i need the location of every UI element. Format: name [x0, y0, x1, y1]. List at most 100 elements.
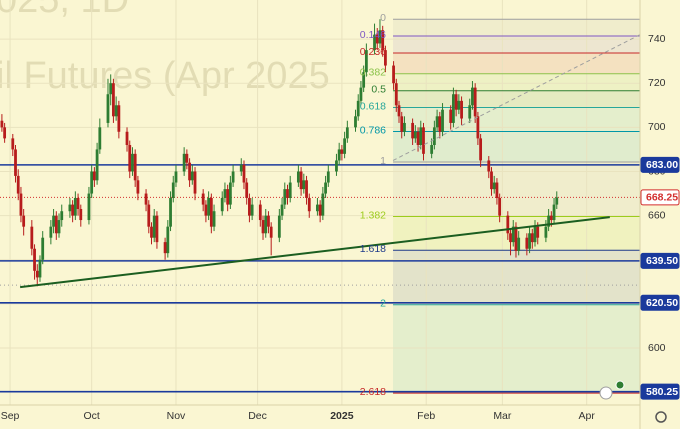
candle-body [163, 242, 167, 254]
level-price-label: 620.50 [646, 297, 678, 309]
candle-body [30, 226, 34, 249]
candle-body [430, 145, 434, 154]
level-price-label-box [640, 156, 680, 173]
candle-body [76, 197, 80, 210]
candle-body [79, 209, 83, 221]
candle-body [359, 87, 363, 101]
candle-body [471, 87, 474, 106]
level-price-label: 683.00 [646, 159, 678, 171]
candle-body [109, 83, 113, 95]
x-tick-label: Mar [493, 410, 512, 422]
candle-body [239, 164, 243, 172]
alert-icon [599, 386, 613, 400]
candle-body [52, 215, 55, 227]
candle-body [95, 149, 99, 181]
candle-body [14, 149, 17, 176]
x-tick-label: 2025 [330, 410, 354, 422]
candle-body [212, 211, 216, 227]
candle-body [364, 50, 368, 73]
candle-body [228, 182, 232, 205]
candle-body [378, 30, 382, 44]
candle-body [190, 171, 194, 181]
settings-icon[interactable] [655, 411, 667, 423]
candle-body [288, 182, 292, 198]
candle-body [242, 164, 246, 183]
fib-label: 0.786 [360, 124, 386, 136]
candle-body [354, 116, 357, 128]
fib-band [393, 73, 640, 91]
x-tick-label: Feb [417, 410, 435, 422]
candle-body [528, 233, 531, 249]
candle-body [326, 171, 330, 183]
candle-body [136, 180, 140, 194]
candle-body [517, 237, 521, 251]
fib-band [393, 304, 640, 394]
candle-body [49, 226, 53, 238]
candle-body [533, 226, 537, 243]
candle-body [231, 171, 235, 183]
candle-body [307, 197, 311, 212]
candle-body [201, 193, 205, 205]
candle-body [384, 50, 387, 66]
candle-body [185, 153, 189, 163]
candle-body [277, 215, 281, 238]
trendline [20, 216, 610, 289]
candle-body [530, 233, 534, 243]
candle-body [432, 127, 436, 146]
candle-body [73, 197, 77, 216]
candle-body [413, 131, 417, 139]
candle-body [125, 131, 129, 146]
candle-body [0, 120, 4, 128]
candle-body [362, 72, 366, 88]
candle-body [264, 215, 268, 234]
candle-body [403, 122, 406, 132]
candle-body [182, 153, 186, 172]
candle-body [495, 182, 499, 198]
candle-body [261, 220, 265, 234]
candle-body [35, 270, 39, 278]
candle-body [487, 160, 491, 172]
level-price-label-box [640, 252, 680, 269]
candle-body [506, 215, 510, 234]
candle-body [514, 226, 518, 251]
candle-body [375, 34, 379, 44]
candle-body [286, 189, 289, 198]
candle-body [258, 204, 262, 221]
x-tick-label: Dec [248, 410, 267, 422]
candle-body [209, 197, 213, 227]
candle-body [321, 193, 325, 216]
candle-body [68, 204, 72, 212]
candle-body [22, 215, 26, 227]
candle-body [188, 162, 191, 181]
candle-body [280, 204, 284, 216]
level-price-label: 580.25 [646, 386, 678, 398]
y-tick-label: 700 [648, 121, 666, 133]
fib-band [393, 19, 640, 36]
candle-body [392, 65, 395, 84]
candle-body [250, 204, 254, 216]
candle-body [492, 182, 496, 190]
candle-body [302, 180, 306, 190]
candle-body [267, 215, 270, 227]
candle-body [299, 171, 303, 190]
watermark: il Futures (Apr 2025 [0, 55, 330, 97]
candle-body [57, 220, 61, 234]
fib-label: 0.236 [360, 46, 386, 58]
y-tick-label: 660 [648, 209, 666, 221]
candle-body [245, 182, 249, 198]
candle-body [147, 204, 151, 227]
candle-body [549, 215, 553, 221]
fib-label: 0.618 [360, 100, 386, 112]
candle-body [422, 127, 425, 154]
candle-body [457, 100, 461, 110]
candle-body [112, 83, 115, 117]
fib-band [393, 162, 640, 217]
last-price-label-box [640, 189, 680, 206]
watermark: 025, 1D [0, 0, 129, 21]
candle-body [318, 204, 322, 216]
status-dot [615, 380, 625, 390]
candle-body [438, 116, 442, 132]
candle-body [555, 197, 559, 205]
